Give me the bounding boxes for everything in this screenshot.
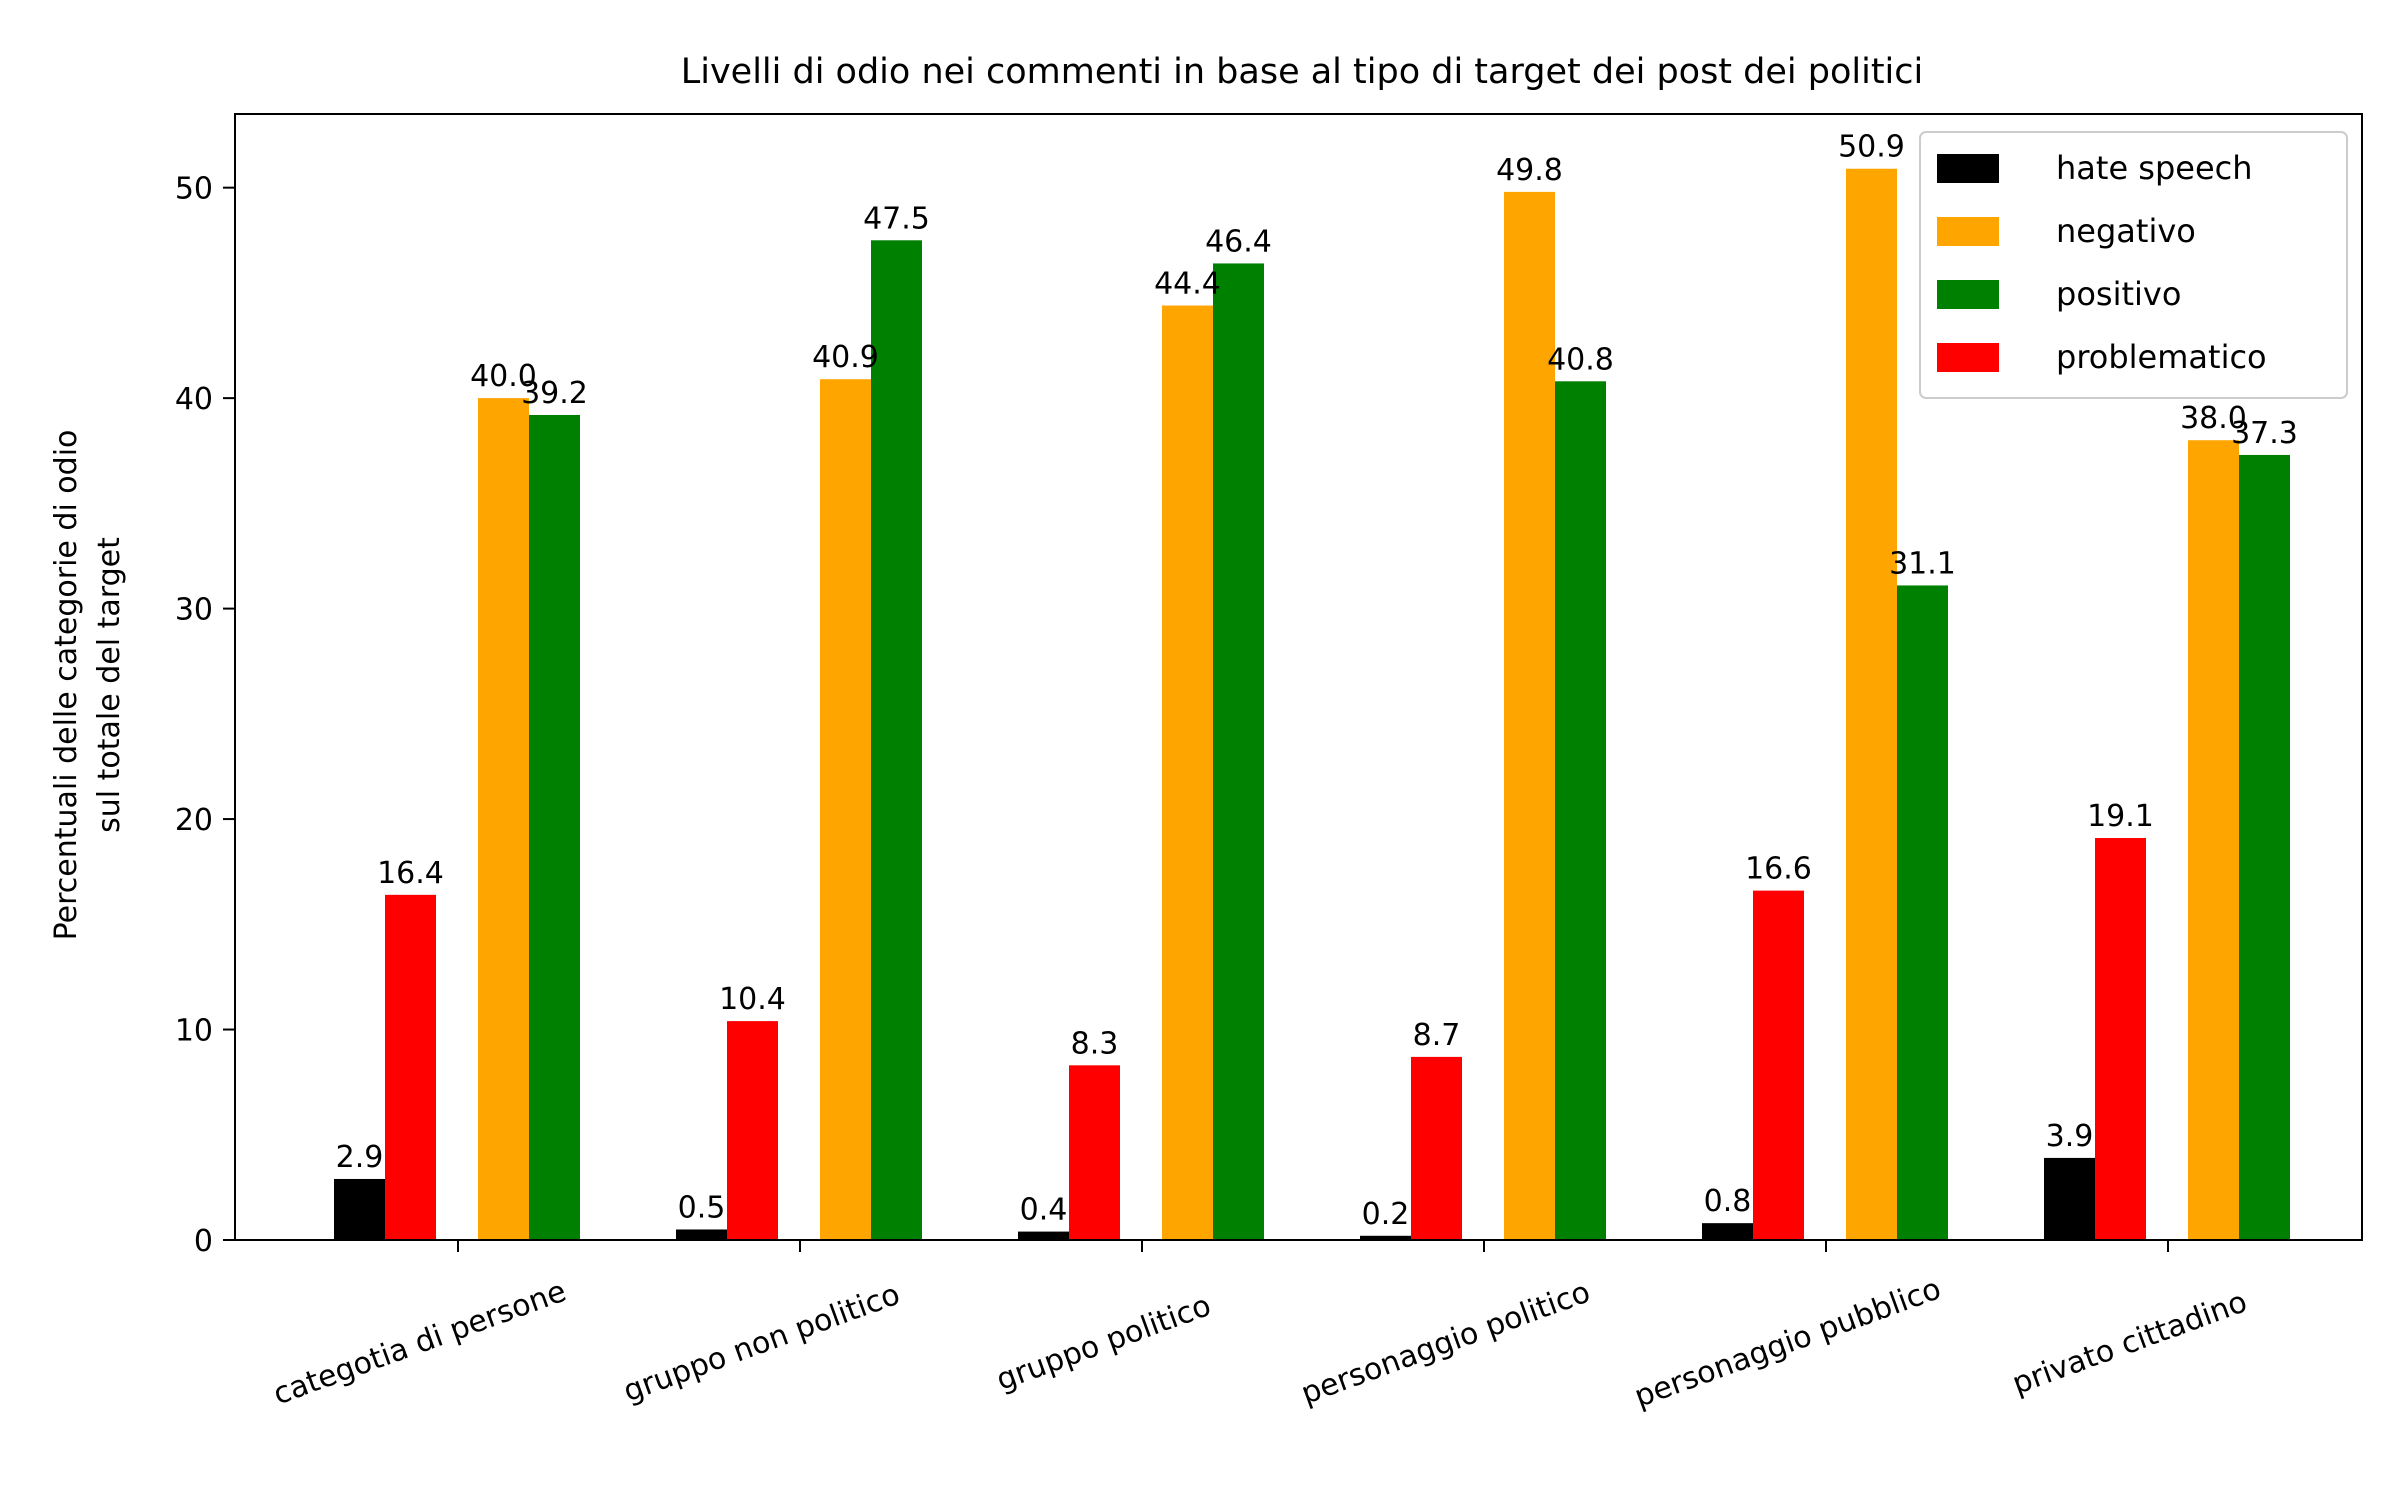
bar-value-label: 0.8 — [1704, 1184, 1752, 1219]
bars-layer — [334, 168, 2290, 1241]
bar-value-label: 50.9 — [1838, 130, 1905, 165]
bar-positivo — [529, 414, 580, 1240]
bar-value-label: 0.5 — [678, 1190, 726, 1225]
bar-value-label: 19.1 — [2087, 799, 2154, 834]
bar-negativo — [820, 379, 871, 1240]
bar-positivo — [1213, 263, 1264, 1240]
bar-positivo — [871, 240, 922, 1240]
bar-problematico — [1411, 1056, 1462, 1240]
bar-value-label: 39.2 — [521, 376, 588, 411]
bar-value-label: 38.0 — [2180, 401, 2247, 436]
legend-swatch-problematico — [1937, 343, 1999, 372]
y-tick-label: 0 — [194, 1224, 213, 1259]
bar-hate-speech — [676, 1229, 727, 1240]
x-tick-label: gruppo non politico — [619, 1277, 905, 1410]
bar-value-label: 0.2 — [1362, 1197, 1410, 1232]
bar-negativo — [1162, 305, 1213, 1240]
bar-hate-speech — [1360, 1235, 1411, 1240]
x-tick-label: privato cittadino — [2008, 1284, 2252, 1401]
y-axis-label-line-1: Percentuali delle categorie di odio — [49, 430, 84, 941]
bar-positivo — [2239, 454, 2290, 1240]
bar-value-label: 40.9 — [812, 340, 879, 375]
bar-value-label: 47.5 — [863, 201, 930, 236]
bar-negativo — [1846, 168, 1897, 1241]
x-tick-label: personaggio politico — [1297, 1275, 1595, 1412]
x-tick-label: gruppo politico — [992, 1288, 1216, 1398]
y-tick-label: 20 — [175, 803, 213, 838]
bar-value-label: 8.7 — [1413, 1018, 1461, 1053]
bar-value-label: 31.1 — [1889, 546, 1956, 581]
bar-value-label: 3.9 — [2046, 1119, 2094, 1154]
bar-problematico — [385, 894, 436, 1240]
bar-problematico — [727, 1021, 778, 1240]
legend-swatch-hate-speech — [1937, 154, 1999, 183]
y-tick-label: 30 — [175, 593, 213, 628]
legend-label-positivo: positivo — [2056, 275, 2181, 313]
bar-negativo — [2188, 440, 2239, 1240]
bar-hate-speech — [2044, 1157, 2095, 1240]
bar-value-label: 49.8 — [1496, 153, 1563, 188]
bar-value-label: 44.4 — [1154, 267, 1221, 302]
bar-hate-speech — [1702, 1223, 1753, 1240]
x-tick-label: categotia di persone — [269, 1274, 571, 1412]
legend-label-problematico: problematico — [2056, 338, 2267, 376]
bar-hate-speech — [334, 1178, 385, 1240]
legend-label-hate-speech: hate speech — [2056, 149, 2253, 187]
legend: hate speech negativo positivo problematico — [1919, 131, 2348, 399]
bar-value-label: 37.3 — [2231, 416, 2298, 451]
x-tick-label: personaggio pubblico — [1630, 1271, 1946, 1414]
y-tick-label: 50 — [175, 172, 213, 207]
y-tick-label: 10 — [175, 1014, 213, 1049]
chart-title: Livelli di odio nei commenti in base al … — [681, 52, 1924, 92]
bar-positivo — [1555, 381, 1606, 1240]
bar-value-label: 2.9 — [336, 1140, 384, 1175]
bar-value-label: 40.8 — [1547, 342, 1614, 377]
bar-negativo — [1504, 191, 1555, 1240]
bar-hate-speech — [1018, 1231, 1069, 1240]
bar-problematico — [1069, 1065, 1120, 1240]
bar-value-label: 40.0 — [470, 359, 537, 394]
bar-value-label: 46.4 — [1205, 224, 1272, 259]
legend-swatch-negativo — [1937, 217, 1999, 246]
bar-value-label: 0.4 — [1020, 1193, 1068, 1228]
y-tick-label: 40 — [175, 382, 213, 417]
bar-value-label: 8.3 — [1071, 1026, 1119, 1061]
bar-positivo — [1897, 585, 1948, 1240]
bar-value-label: 16.6 — [1745, 852, 1812, 887]
plot-frame — [234, 113, 2363, 1241]
bar-value-label: 16.4 — [377, 856, 444, 891]
bar-labels-layer: 2.9 16.4 40.039.2 0.5 10.4 40.9 47.5 0.4 8.3 44.4… — [336, 130, 2298, 1232]
bar-problematico — [1753, 890, 1804, 1240]
bar-problematico — [2095, 838, 2146, 1240]
y-axis-label-line-2: sul totale del target — [92, 537, 127, 833]
legend-swatch-positivo — [1937, 280, 1999, 309]
legend-label-negativo: negativo — [2056, 212, 2196, 250]
bar-negativo — [478, 398, 529, 1240]
legend-box — [1919, 131, 2348, 399]
bar-value-label: 10.4 — [719, 982, 786, 1017]
